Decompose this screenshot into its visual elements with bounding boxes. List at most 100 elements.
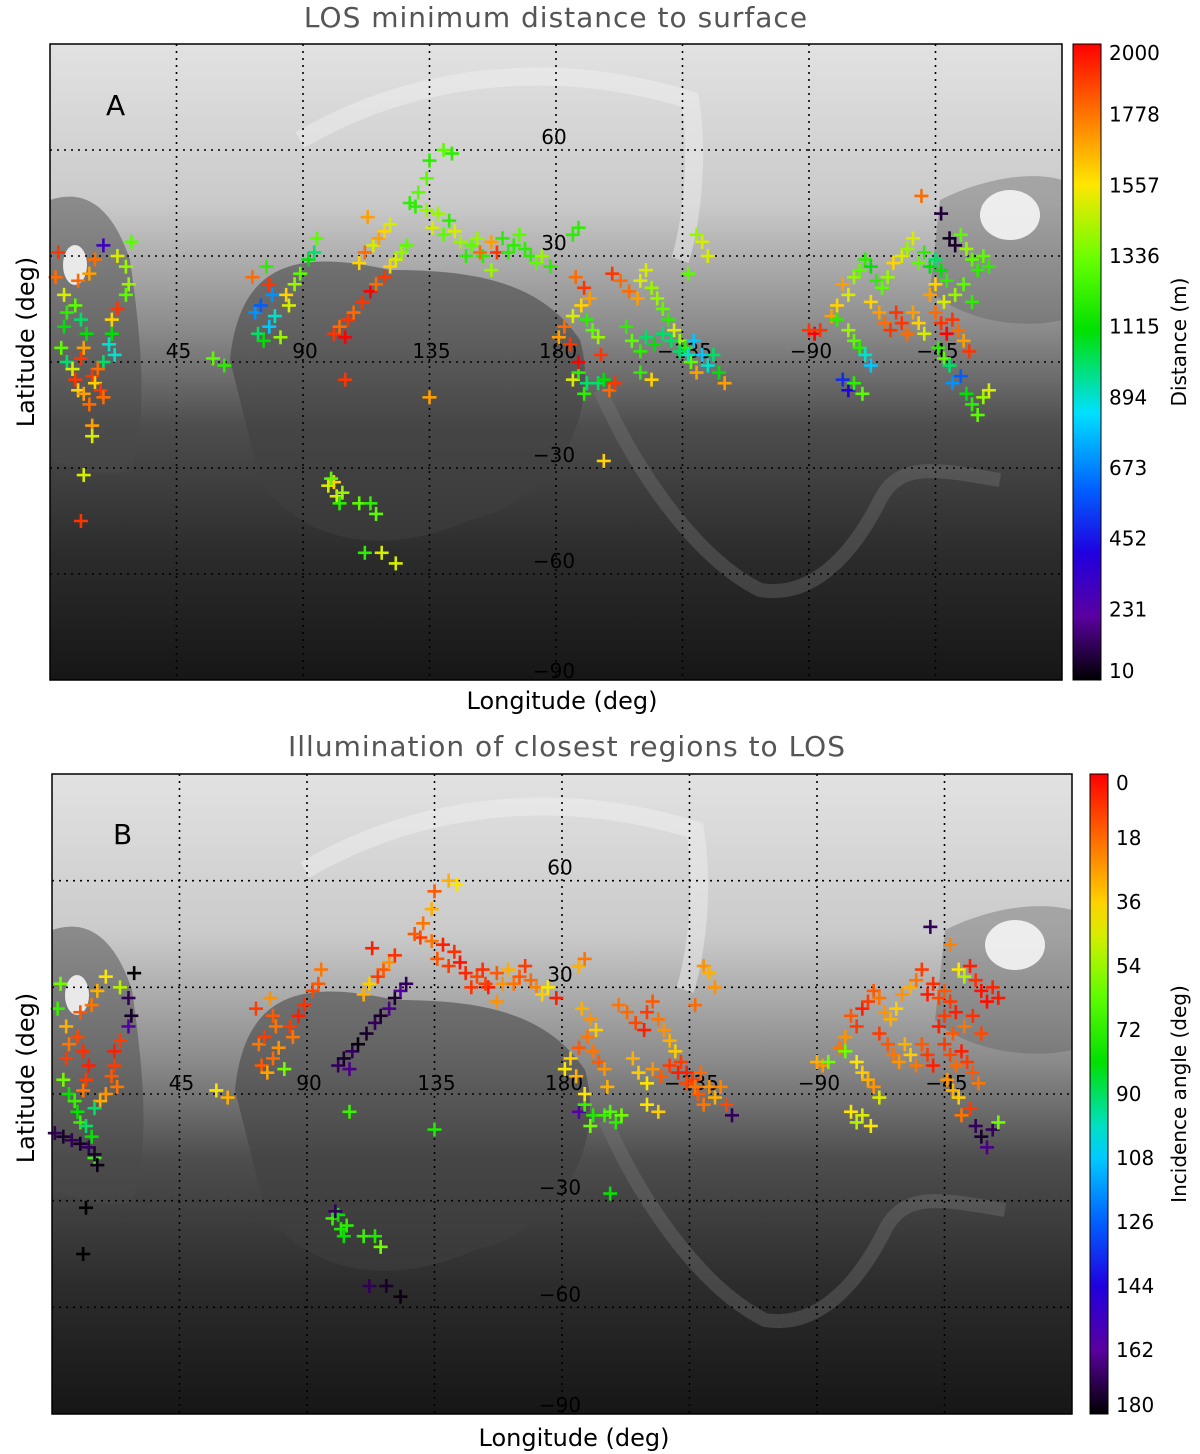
panel-a-colorbar-label: Distance (m)	[1167, 278, 1191, 407]
scatter-marker	[835, 277, 850, 292]
scatter-marker	[861, 994, 875, 1009]
scatter-marker	[863, 294, 878, 309]
scatter-marker	[662, 1033, 677, 1048]
scatter-marker	[96, 238, 111, 253]
panel-b-title: Illumination of closest regions to LOS	[288, 730, 846, 763]
scatter-marker	[331, 1058, 346, 1073]
scatter-marker	[651, 1012, 666, 1027]
scatter-marker	[647, 337, 662, 352]
scatter-marker	[708, 1090, 722, 1105]
scatter-marker	[518, 241, 533, 256]
scatter-marker	[869, 273, 884, 288]
scatter-marker	[73, 1136, 88, 1151]
scatter-marker	[574, 1001, 589, 1016]
scatter-marker	[855, 386, 870, 401]
x-tick-label: 45	[166, 339, 191, 363]
scatter-marker	[416, 916, 431, 931]
scatter-marker	[335, 485, 350, 500]
scatter-marker	[59, 355, 74, 369]
colorbar-tick-label: 72	[1116, 1018, 1141, 1042]
scatter-marker	[943, 1047, 958, 1062]
scatter-marker	[583, 1012, 598, 1027]
scatter-marker	[886, 256, 901, 271]
scatter-marker	[920, 1047, 935, 1062]
scatter-marker	[991, 991, 1006, 1005]
scatter-marker	[326, 326, 341, 341]
scatter-marker	[394, 245, 409, 260]
colorbar-tick-label: 180	[1116, 1393, 1154, 1417]
scatter-marker	[332, 496, 347, 511]
scatter-marker	[608, 376, 623, 391]
scatter-marker	[424, 902, 439, 917]
scatter-marker	[937, 983, 952, 998]
scatter-marker	[991, 1115, 1006, 1130]
colorbar-tick-label: 10	[1109, 659, 1134, 683]
scatter-marker	[943, 994, 958, 1009]
scatter-marker	[267, 309, 282, 324]
scatter-marker	[557, 1062, 572, 1077]
scatter-marker	[427, 884, 442, 899]
scatter-marker	[686, 333, 701, 348]
scatter-marker	[861, 1072, 875, 1087]
scatter-marker	[664, 333, 679, 348]
scatter-marker	[914, 962, 929, 977]
scatter-marker	[110, 249, 125, 263]
scatter-marker	[657, 1023, 671, 1037]
scatter-marker	[600, 1079, 615, 1094]
scatter-marker	[644, 372, 659, 387]
scatter-marker	[543, 259, 558, 274]
scatter-marker	[65, 362, 80, 377]
scatter-marker	[968, 1119, 983, 1133]
scatter-marker	[830, 298, 845, 313]
scatter-marker	[858, 347, 873, 362]
panel-a-grid	[50, 44, 1062, 680]
scatter-marker	[976, 390, 991, 405]
scatter-marker	[54, 340, 69, 355]
scatter-marker	[107, 347, 122, 362]
scatter-marker	[597, 1062, 612, 1077]
scatter-marker	[602, 383, 617, 398]
scatter-marker	[841, 287, 856, 302]
scatter-marker	[265, 287, 280, 302]
scatter-marker	[279, 287, 294, 302]
scatter-marker	[285, 1030, 300, 1045]
scatter-marker	[96, 355, 111, 369]
scatter-marker	[266, 1051, 280, 1066]
scatter-marker	[62, 1037, 76, 1052]
scatter-marker	[713, 1079, 728, 1094]
scatter-marker	[838, 1044, 853, 1059]
scatter-marker	[79, 1072, 93, 1087]
scatter-marker	[70, 1104, 85, 1119]
scatter-marker	[813, 323, 828, 338]
scatter-marker	[338, 330, 353, 345]
y-tick-label: −90	[539, 1393, 581, 1417]
scatter-marker	[661, 312, 676, 327]
panel-b-x-axis-label: Longitude (deg)	[479, 1424, 670, 1452]
scatter-marker	[512, 227, 527, 242]
scatter-marker	[582, 291, 597, 306]
scatter-marker	[551, 330, 566, 345]
scatter-marker	[591, 1055, 606, 1069]
scatter-marker	[645, 1062, 660, 1077]
panel-b-y-axis-label: Latitude (deg)	[12, 993, 40, 1163]
scatter-marker	[76, 340, 91, 355]
scatter-marker	[363, 496, 378, 511]
scatter-marker	[579, 312, 594, 327]
scatter-marker	[383, 259, 398, 274]
scatter-marker	[855, 1001, 870, 1016]
colorbar-tick-label: 18	[1116, 826, 1141, 850]
scatter-marker	[453, 955, 467, 970]
colorbar-tick-label: 894	[1109, 385, 1147, 409]
scatter-marker	[926, 1058, 941, 1073]
scatter-marker	[411, 185, 426, 200]
scatter-marker	[586, 1044, 601, 1059]
scatter-marker	[633, 344, 648, 359]
scatter-marker	[47, 1126, 62, 1141]
scatter-marker	[940, 1072, 955, 1087]
scatter-marker	[696, 1097, 711, 1112]
x-tick-label: 135	[412, 339, 450, 363]
panel-a: LOS minimum distance to surface 45 90 135 1…	[12, 1, 1191, 715]
scatter-marker	[217, 358, 232, 373]
scatter-marker	[549, 991, 564, 1005]
scatter-marker	[104, 1069, 119, 1084]
